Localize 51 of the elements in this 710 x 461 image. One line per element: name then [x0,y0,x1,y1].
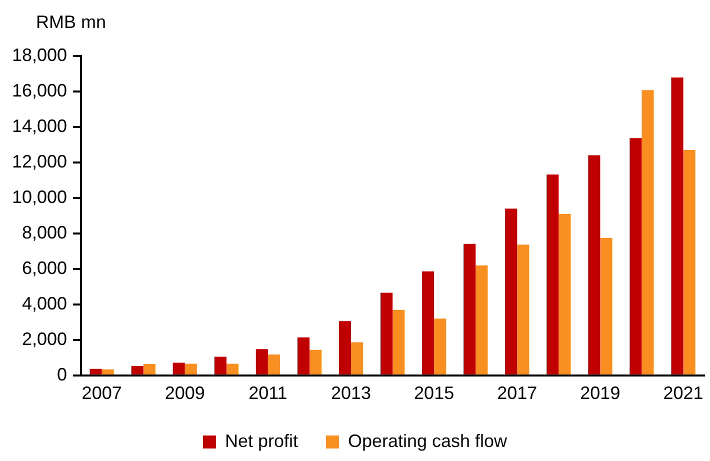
bar [90,368,102,374]
bar [102,369,114,374]
bar [683,150,696,374]
bar [351,342,364,374]
bar [422,271,434,374]
bar [184,364,197,374]
bar [268,354,280,374]
x-tick-label: 2007 [82,383,122,404]
bar [143,364,156,374]
bar [630,138,642,374]
bar [309,350,322,374]
y-tick-label: 14,000 [12,116,68,136]
bar [464,244,476,374]
bar [131,366,144,374]
x-tick-label: 2009 [164,383,205,404]
bar [505,208,518,374]
bar [172,362,185,374]
bar [476,265,488,374]
bar [297,337,310,374]
bar [226,364,238,374]
x-tick-label: 2011 [248,383,288,404]
x-tick-label: 2019 [580,383,620,404]
y-tick-label: 10,000 [12,186,68,207]
y-tick-label: 2,000 [22,328,68,349]
y-tick-label: 8,000 [22,222,68,242]
y-tick-label: 4,000 [22,293,68,314]
y-axis-title: RMB mn [36,12,106,32]
bar [546,174,559,374]
bar [642,90,654,374]
bar [392,310,405,374]
bar [588,155,600,374]
y-tick-label: 16,000 [12,80,68,100]
legend-label: Net profit [224,430,298,451]
bar [600,238,612,374]
bar [517,244,530,374]
bar [434,318,446,374]
y-tick-label: 12,000 [12,151,68,172]
bar [671,77,684,374]
bar [558,214,571,374]
bar [338,321,351,374]
x-tick-label: 2017 [497,383,538,404]
bar [380,292,393,374]
x-tick-label: 2015 [414,383,454,404]
x-tick-label: 2021 [663,383,704,404]
bar [214,356,226,374]
y-tick-label: 18,000 [12,44,68,65]
bar [256,349,268,374]
y-tick-label: 6,000 [22,258,68,278]
legend-label: Operating cash flow [348,430,508,451]
x-tick-label: 2013 [330,383,372,404]
y-tick-label: 0 [57,364,68,384]
